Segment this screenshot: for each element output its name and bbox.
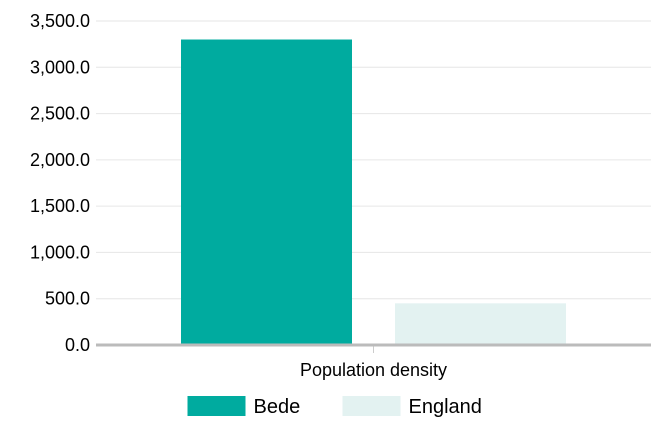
bar-england	[395, 303, 566, 345]
legend-label: Bede	[254, 396, 301, 418]
x-tick-label: Population density	[300, 360, 447, 380]
legend-label: England	[409, 396, 482, 418]
y-tick-label: 1,500.0	[30, 196, 90, 216]
y-tick-label: 1,000.0	[30, 242, 90, 262]
y-tick-label: 500.0	[45, 289, 90, 309]
bar-bede	[181, 39, 352, 346]
bars	[181, 39, 566, 346]
gridlines	[96, 20, 651, 300]
y-tick-label: 2,500.0	[30, 104, 90, 124]
y-tick-label: 2,000.0	[30, 150, 90, 170]
y-tick-label: 3,000.0	[30, 57, 90, 77]
y-axis-ticks: 0.0 500.0 1,000.0 1,500.0 2,000.0 2,500.0 3,00…	[30, 11, 90, 355]
legend-swatch-bede	[187, 396, 246, 416]
x-axis: Population density	[96, 343, 651, 380]
legend: Bede England	[187, 396, 482, 418]
legend-swatch-england	[342, 396, 401, 416]
y-tick-label: 3,500.0	[30, 11, 90, 31]
y-tick-label: 0.0	[65, 335, 90, 355]
